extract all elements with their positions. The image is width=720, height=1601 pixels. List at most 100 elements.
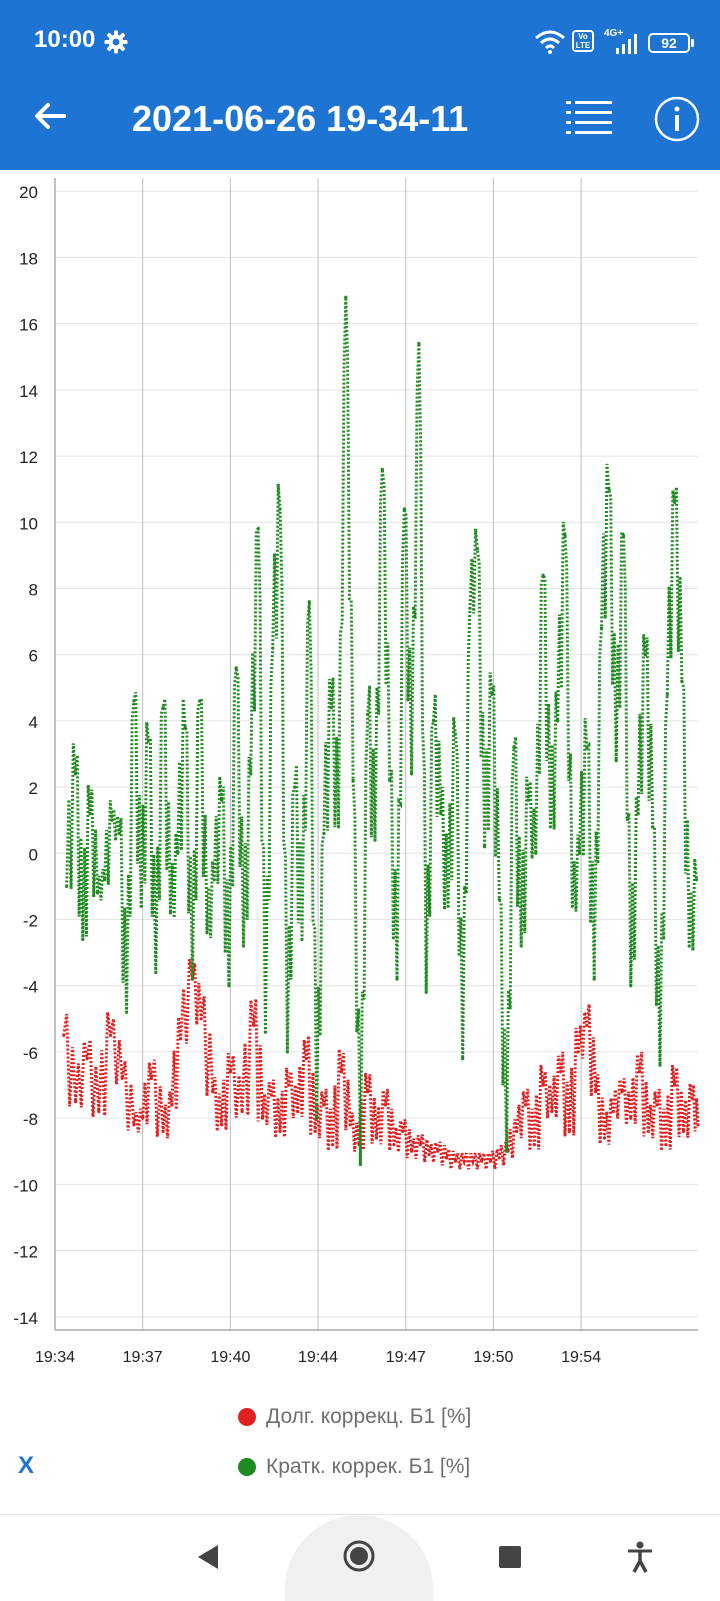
- y-tick-label: -12: [13, 1243, 38, 1262]
- data-point: [614, 759, 618, 763]
- data-point: [436, 1149, 440, 1153]
- info-icon[interactable]: [654, 96, 700, 142]
- y-tick-label: 18: [19, 249, 38, 268]
- back-triangle-icon[interactable]: [196, 1543, 220, 1571]
- data-point: [585, 745, 589, 750]
- y-tick-label: 10: [19, 514, 38, 533]
- series-line: [65, 297, 698, 1165]
- y-tick-label: -2: [23, 912, 38, 931]
- data-point: [541, 573, 545, 577]
- y-tick-label: 20: [19, 183, 38, 202]
- data-point: [694, 878, 699, 882]
- data-point: [599, 626, 604, 630]
- data-point: [445, 1156, 449, 1160]
- data-point: [220, 798, 224, 802]
- legend-swatch-red: [238, 1408, 256, 1426]
- signal-icon: [616, 34, 637, 54]
- data-point: [526, 798, 531, 802]
- accessibility-icon[interactable]: [626, 1541, 654, 1573]
- data-point: [680, 679, 684, 683]
- data-point: [480, 1159, 484, 1163]
- data-point: [602, 1136, 607, 1140]
- data-point: [161, 1129, 165, 1133]
- data-point: [446, 904, 450, 908]
- data-point: [534, 851, 538, 855]
- data-point: [249, 772, 253, 776]
- home-circle-icon[interactable]: [342, 1539, 376, 1573]
- data-point: [570, 904, 574, 908]
- data-point: [515, 1129, 519, 1133]
- data-point: [81, 937, 85, 942]
- data-point: [62, 1033, 66, 1037]
- data-point: [646, 1129, 650, 1133]
- data-point: [643, 653, 648, 657]
- data-point: [471, 1159, 475, 1163]
- data-point: [95, 891, 99, 895]
- data-point: [578, 851, 582, 855]
- data-point: [651, 825, 655, 829]
- data-point: [252, 1023, 256, 1027]
- data-point: [139, 904, 143, 908]
- back-arrow-icon[interactable]: [30, 96, 70, 136]
- status-time: 10:00: [34, 26, 96, 53]
- data-point: [427, 1153, 431, 1157]
- x-tick-label: 19:54: [561, 1349, 601, 1366]
- data-point: [380, 467, 384, 471]
- data-point: [227, 984, 231, 988]
- volte-icon: Vo LTE: [572, 30, 594, 52]
- data-point: [567, 1129, 572, 1133]
- data-point: [97, 1109, 101, 1114]
- battery-tip: [691, 39, 694, 47]
- data-point: [103, 878, 107, 882]
- x-axis-button[interactable]: X: [18, 1452, 35, 1479]
- data-point: [497, 1156, 501, 1160]
- data-point: [331, 1143, 335, 1147]
- data-point: [269, 1093, 273, 1097]
- x-tick-label: 19:44: [298, 1349, 338, 1366]
- y-tick-label: -6: [23, 1044, 38, 1063]
- data-point: [271, 646, 275, 650]
- legend-entry-long-trim: Долг. коррекц. Б1 [%]: [238, 1402, 471, 1432]
- data-point: [594, 1090, 598, 1094]
- data-point: [462, 1159, 466, 1163]
- y-tick-label: 0: [29, 845, 38, 864]
- data-point: [461, 1057, 465, 1061]
- data-point: [417, 341, 421, 346]
- data-point: [548, 825, 553, 829]
- data-point: [607, 487, 611, 491]
- data-point: [285, 1050, 289, 1054]
- data-point: [220, 1123, 224, 1127]
- data-point: [687, 944, 691, 948]
- data-point: [541, 1083, 545, 1087]
- network-type-label: 4G+: [604, 28, 624, 39]
- data-point: [512, 745, 516, 750]
- data-point: [358, 1162, 362, 1167]
- data-point: [373, 838, 377, 842]
- data-point: [176, 851, 180, 855]
- y-tick-label: 6: [29, 647, 38, 666]
- data-point: [665, 692, 669, 697]
- data-point: [410, 1149, 414, 1153]
- data-point: [190, 977, 194, 981]
- data-point: [673, 1083, 677, 1087]
- x-tick-label: 19:50: [473, 1349, 513, 1366]
- data-point: [322, 1103, 326, 1107]
- data-point: [65, 884, 69, 889]
- data-point: [278, 1129, 282, 1133]
- list-icon[interactable]: [566, 98, 612, 138]
- data-point: [199, 1017, 203, 1021]
- recents-square-icon[interactable]: [498, 1545, 522, 1569]
- series-1: [65, 295, 699, 1167]
- data-point: [88, 812, 92, 816]
- data-point: [383, 1103, 387, 1107]
- legend-entry-short-trim: Кратк. коррек. Б1 [%]: [238, 1452, 470, 1482]
- data-point: [329, 706, 333, 710]
- data-point: [170, 1103, 174, 1107]
- battery-icon: 92: [648, 33, 690, 53]
- series-0: [62, 958, 700, 1170]
- data-point: [228, 1070, 232, 1074]
- data-point: [154, 970, 158, 975]
- x-tick-label: 19:37: [123, 1349, 163, 1366]
- data-point: [453, 732, 457, 736]
